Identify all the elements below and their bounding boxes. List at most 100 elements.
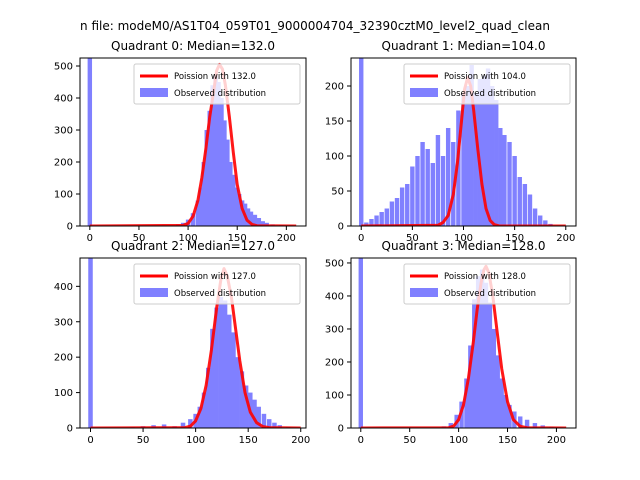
y-tick-label: 0 [67,424,73,435]
legend-label-poisson: Poission with 132.0 [174,72,256,82]
histogram-bar [222,300,228,428]
histogram-bar [369,219,374,226]
x-tick-label: 50 [406,233,419,244]
histogram-bar [198,187,204,226]
y-tick-label: 100 [325,152,344,163]
y-tick-label: 100 [54,388,73,399]
y-tick-label: 500 [54,62,73,73]
x-tick-label: 50 [403,435,416,446]
histogram-bar [527,194,533,226]
plot-area [359,58,566,226]
histogram-bar [210,328,215,428]
histogram-bar [379,212,384,226]
legend: Poission with 132.0 Observed distribution [133,63,301,105]
histogram-bar [207,110,212,226]
legend-label-observed: Observed distribution [444,89,536,99]
histogram-bar [495,355,500,428]
legend: Poission with 128.0 Observed distribution [403,263,571,305]
histogram-bar [494,100,499,226]
histogram-bar [532,423,538,428]
histogram-bar [248,211,254,226]
histogram-bar [430,163,436,226]
x-tick-label: 100 [186,435,205,446]
y-tick-label: 400 [325,291,344,302]
plot-area [358,258,567,428]
y-tick-label: 300 [325,324,344,335]
histogram-bar [260,221,265,226]
histogram-bar [213,75,218,226]
histogram-bar [222,120,227,226]
histogram-bar [522,184,528,226]
figure-title: n file: modeM0/AS1T04_059T01_9000004704_… [80,19,550,33]
y-tick-label: 400 [54,94,73,105]
histogram-bar [483,282,489,428]
x-tick-label: 150 [505,233,524,244]
legend: Poission with 104.0 Observed distribution [403,63,571,105]
histogram-bar [498,128,503,226]
histogram-bar-spike [87,58,93,226]
histogram-bar [228,162,233,226]
histogram-bar [205,367,211,428]
subplot-title: Quadrant 2: Median=127.0 [111,239,275,253]
y-tick-label: 150 [325,117,344,128]
histogram-bar [252,214,258,226]
histogram-bar [489,86,495,226]
histogram-bar [499,378,504,428]
y-tick-label: 50 [331,187,344,198]
y-tick-label: 0 [67,222,73,233]
histogram-bar [231,332,236,428]
y-tick-label: 100 [54,190,73,201]
legend-patch-swatch [410,288,438,297]
x-tick-label: 150 [498,435,517,446]
x-tick-label: 200 [556,233,575,244]
y-tick-label: 200 [54,353,73,364]
histogram-bar [507,142,512,226]
histogram-bar [469,65,474,226]
x-tick-label: 0 [358,233,364,244]
histogram-bar [235,357,240,428]
histogram-bar [410,166,415,226]
histogram-bar [518,416,523,428]
histogram-bar [225,139,230,226]
histogram-bar [210,85,215,226]
histogram-bar [491,328,497,428]
histogram-bar [425,149,430,226]
y-tick-label: 200 [325,82,344,93]
histogram-bar [435,135,441,226]
y-tick-label: 400 [54,282,73,293]
x-tick-label: 100 [449,435,468,446]
x-tick-label: 0 [87,233,93,244]
x-tick-label: 100 [179,233,198,244]
histogram-bar [364,222,369,226]
histogram-bar [216,82,221,226]
histogram-bar [256,406,261,428]
histogram-bar [415,156,420,226]
legend-label-observed: Observed distribution [174,89,266,99]
subplot-quadrant-2: 0 50 100 150 200 0 100 200 300 400 Quadrant 2: Med… [54,239,310,446]
y-tick-label: 0 [338,424,344,435]
histogram-bar-spike [88,258,93,428]
histogram-bar [481,75,487,226]
y-tick-label: 100 [325,390,344,401]
legend-patch-swatch [410,88,438,97]
histogram-bar [231,174,236,226]
histogram-bar [399,187,405,226]
subplot-title: Quadrant 3: Median=128.0 [382,239,546,253]
histogram-bar [475,276,481,428]
y-tick-label: 200 [54,158,73,169]
histogram-bar-spike [359,58,364,226]
histogram-bar [507,404,512,428]
axes-frame [79,257,307,429]
histogram-bar [219,98,224,226]
histogram-bar [218,296,224,428]
histogram-bar [394,198,400,226]
histogram-bar [204,130,209,226]
x-tick-label: 200 [547,435,566,446]
histogram-bar [405,184,410,226]
x-tick-label: 0 [87,435,93,446]
histogram-bar [252,399,257,428]
subplot-quadrant-3: 0 50 100 150 200 0 100 200 300 400 500 Quadrant 3: … [325,239,577,446]
legend-label-observed: Observed distribution [174,289,266,299]
histogram-bar [239,200,245,226]
